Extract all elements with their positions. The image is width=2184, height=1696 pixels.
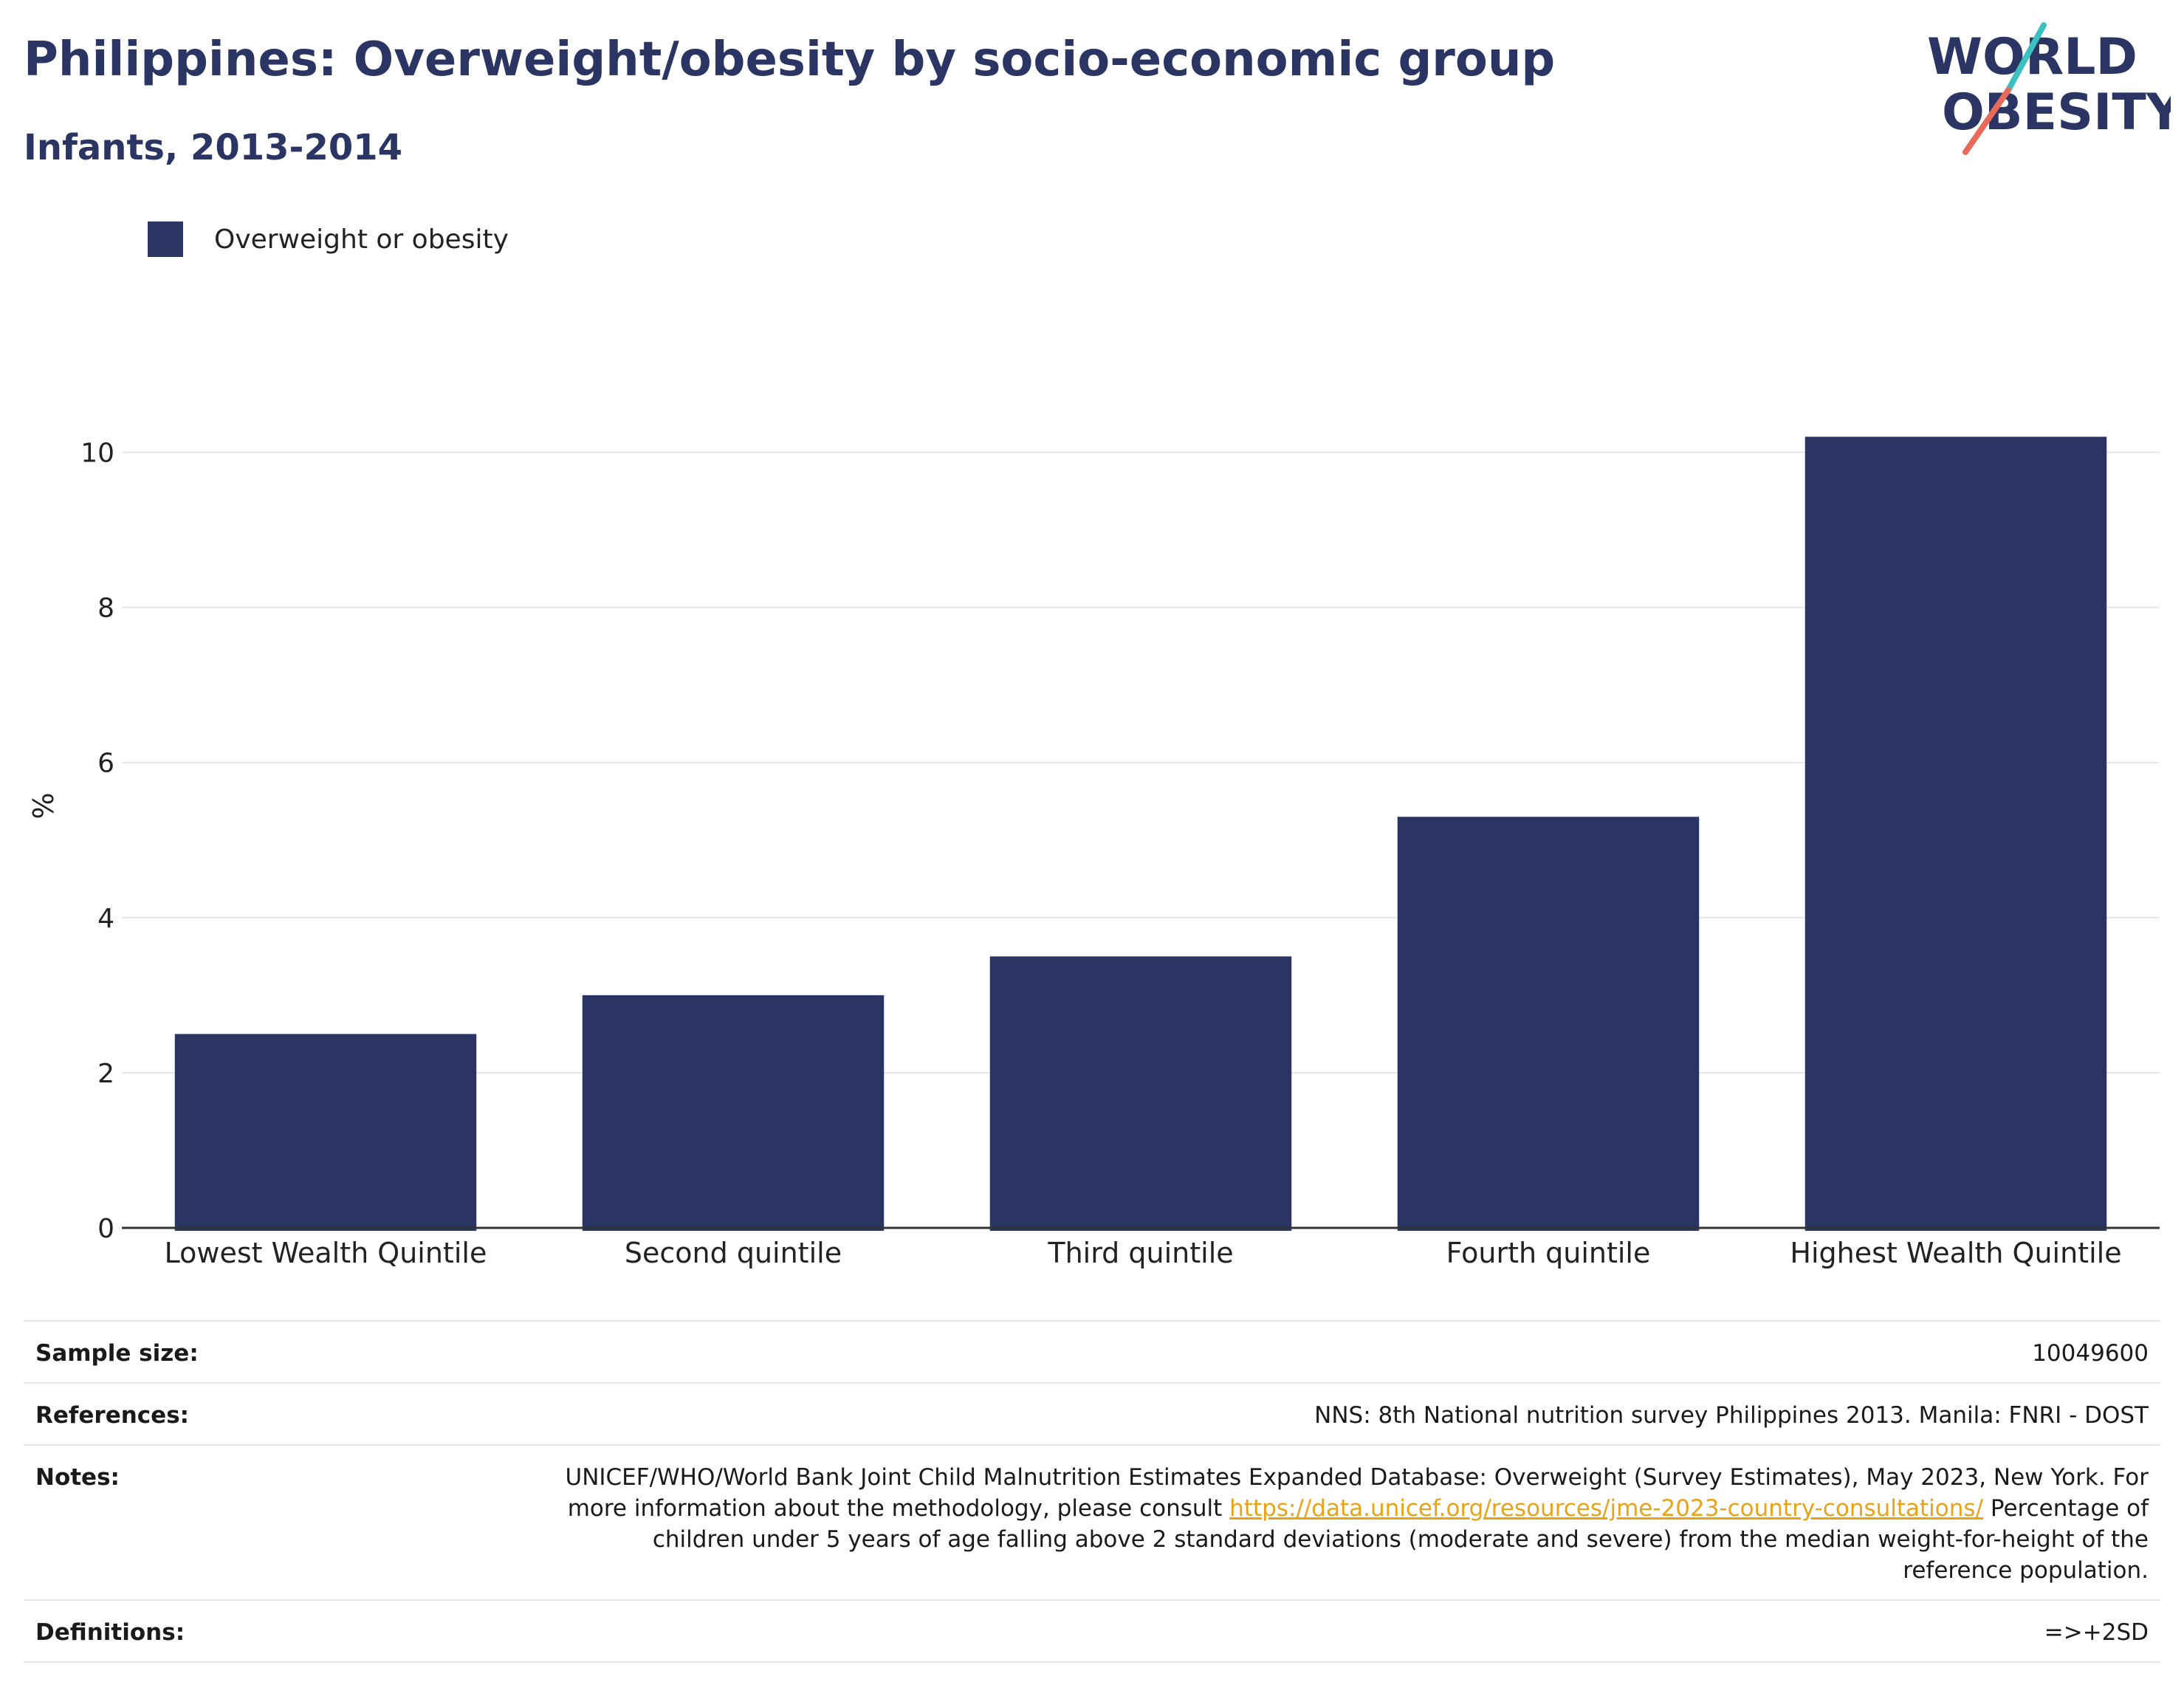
x-category-label: Fourth quintile (1446, 1237, 1651, 1269)
bars (174, 436, 2107, 1231)
legend-swatch (148, 222, 183, 257)
y-tick-labels: 0 2 4 6 8 10 (80, 439, 114, 1244)
y-tick-label: 6 (97, 749, 114, 779)
definitions-row: Definitions: =>+2SD (24, 1599, 2160, 1663)
notes-value: UNICEF/WHO/World Bank Joint Child Malnut… (561, 1462, 2149, 1586)
y-tick-label: 0 (97, 1214, 114, 1244)
x-category-label: Third quintile (1047, 1237, 1233, 1269)
logo-line1: WORLD (1927, 28, 2137, 86)
bar[interactable] (1397, 817, 1700, 1231)
definitions-label: Definitions: (35, 1619, 185, 1646)
sample-size-label: Sample size: (35, 1340, 199, 1367)
notes-text-1: UNICEF/WHO/World Bank Joint Child Malnut… (565, 1464, 2149, 1522)
logo-slash-bottom (1962, 87, 2011, 155)
bar[interactable] (989, 956, 1292, 1231)
y-tick-label: 4 (97, 904, 114, 934)
world-obesity-logo: WORLD OBESITY (1927, 22, 2171, 155)
x-category-labels: Lowest Wealth Quintile Second quintile Thi… (165, 1237, 2122, 1269)
notes-row: Notes: UNICEF/WHO/World Bank Joint Child… (24, 1444, 2160, 1599)
y-tick-label: 8 (97, 594, 114, 624)
references-value: NNS: 8th National nutrition survey Phili… (1314, 1402, 2149, 1429)
notes-label: Notes: (35, 1464, 120, 1491)
definitions-value: =>+2SD (2044, 1619, 2149, 1646)
chart-subtitle: Infants, 2013-2014 (24, 127, 403, 168)
references-row: References: NNS: 8th National nutrition … (24, 1382, 2160, 1444)
info-table: Sample size: 10049600 References: NNS: 8… (24, 1320, 2160, 1663)
y-tick-label: 10 (80, 439, 114, 469)
bar[interactable] (582, 995, 885, 1231)
legend: Overweight or obesity (148, 222, 509, 257)
x-category-label: Lowest Wealth Quintile (165, 1237, 487, 1269)
bar-chart: 0 2 4 6 8 10 Lowest Wealth Quintile Second qui… (27, 436, 2160, 1269)
bar[interactable] (1804, 436, 2107, 1231)
references-label: References: (35, 1402, 190, 1429)
sample-size-value: 10049600 (2032, 1340, 2149, 1367)
y-axis-title: % (27, 792, 60, 819)
logo-slash-top (2005, 22, 2047, 93)
notes-link[interactable]: https://data.unicef.org/resources/jme-20… (1229, 1495, 1984, 1522)
sample-size-row: Sample size: 10049600 (24, 1320, 2160, 1382)
legend-label: Overweight or obesity (214, 224, 509, 255)
x-category-label: Second quintile (625, 1237, 842, 1269)
x-category-label: Highest Wealth Quintile (1790, 1237, 2121, 1269)
bar[interactable] (174, 1034, 477, 1231)
chart-title: Philippines: Overweight/obesity by socio… (24, 32, 1556, 87)
y-tick-label: 2 (97, 1059, 114, 1089)
notes-text-2: Percentage of children under 5 years of … (652, 1495, 2149, 1584)
